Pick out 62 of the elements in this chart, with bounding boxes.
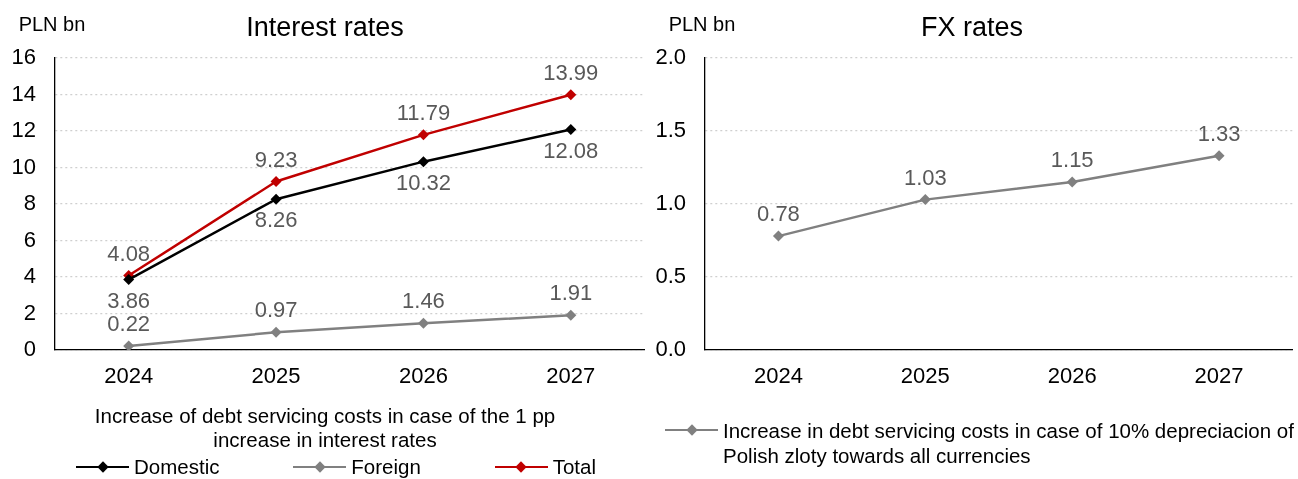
point <box>565 124 577 136</box>
data-label: 1.03 <box>903 164 947 190</box>
y-tick-label: 0.0 <box>655 336 686 362</box>
x-tick-label: 2024 <box>753 363 803 389</box>
legend-label: Increase in debt servicing costs in case of 10% depreciacion of Polish zloty towards all currencies <box>723 417 1295 468</box>
point <box>270 176 282 188</box>
point <box>123 340 135 350</box>
y-tick-label: 10 <box>11 153 36 179</box>
y-tick-label: 1.0 <box>655 190 686 216</box>
y-axis-title: PLN bn <box>18 12 86 35</box>
x-tick-label: 2026 <box>1047 363 1097 389</box>
data-label: 12.08 <box>543 137 599 163</box>
data-label: 1.33 <box>1197 120 1241 146</box>
point <box>1066 176 1078 188</box>
x-tick-label: 2025 <box>251 363 301 389</box>
y-tick-label: 8 <box>23 190 36 216</box>
point <box>270 326 282 338</box>
chart-title: FX rates <box>920 11 1024 42</box>
data-label: 11.79 <box>396 99 451 125</box>
y-tick-label: 2.0 <box>655 44 686 70</box>
data-label: 0.22 <box>107 311 151 337</box>
legend-title: Increase of debt servicing costs in case of the 1 pp increase in interest rates <box>93 404 557 452</box>
x-tick-label: 2027 <box>1194 363 1244 389</box>
point <box>565 89 577 101</box>
y-tick-label: 0 <box>23 336 36 362</box>
chart-title: Interest rates <box>246 11 404 42</box>
data-label: 0.97 <box>254 297 298 323</box>
x-tick-label: 2026 <box>398 363 448 389</box>
point <box>417 156 429 168</box>
data-label: 9.23 <box>254 146 298 172</box>
y-tick-label: 16 <box>11 44 36 70</box>
point <box>919 194 931 206</box>
point <box>1213 150 1225 162</box>
data-label: 1.46 <box>402 288 445 314</box>
point <box>270 193 282 205</box>
point <box>417 129 429 141</box>
data-label: 10.32 <box>395 169 451 195</box>
y-tick-label: 14 <box>11 80 36 106</box>
data-label: 13.99 <box>543 59 599 85</box>
y-tick-label: 6 <box>23 226 36 252</box>
y-tick-label: 4 <box>23 263 36 289</box>
x-tick-label: 2027 <box>546 363 596 389</box>
y-tick-label: 1.5 <box>655 117 686 143</box>
point <box>772 230 784 242</box>
y-tick-label: 12 <box>11 117 36 143</box>
data-label: 0.78 <box>757 201 800 227</box>
y-axis-title: PLN bn <box>668 12 736 35</box>
legend-label: Total <box>552 455 596 479</box>
data-label: 3.86 <box>107 287 151 313</box>
legend-label: Foreign <box>351 455 421 479</box>
data-label: 4.08 <box>107 240 151 266</box>
y-tick-label: 0.5 <box>655 263 686 289</box>
x-tick-label: 2024 <box>104 363 154 389</box>
data-label: 8.26 <box>254 207 298 233</box>
point <box>123 274 135 286</box>
data-label: 1.91 <box>549 280 593 306</box>
point <box>417 317 429 329</box>
y-tick-label: 2 <box>23 299 36 325</box>
data-label: 1.15 <box>1050 147 1094 173</box>
x-tick-label: 2025 <box>900 363 950 389</box>
point <box>565 309 577 321</box>
legend-label: Domestic <box>134 455 220 479</box>
